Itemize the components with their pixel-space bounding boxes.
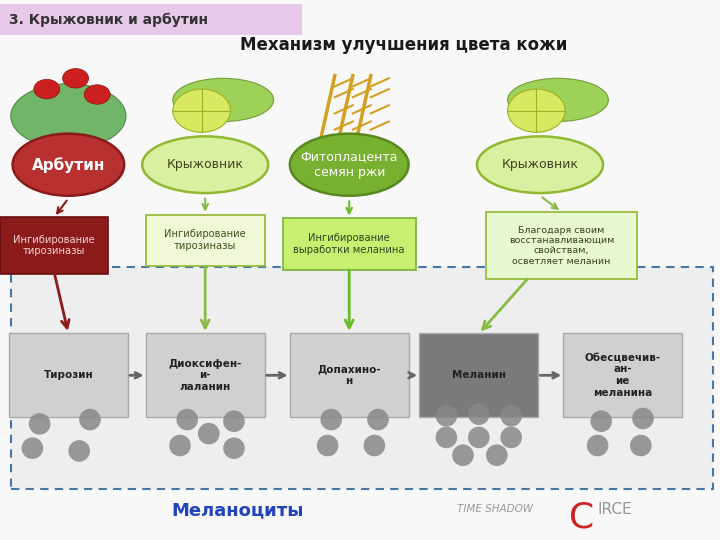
FancyBboxPatch shape — [11, 267, 713, 489]
FancyBboxPatch shape — [282, 218, 416, 269]
Ellipse shape — [29, 413, 50, 435]
Ellipse shape — [486, 444, 508, 466]
FancyBboxPatch shape — [0, 217, 108, 274]
Ellipse shape — [198, 423, 220, 444]
Ellipse shape — [632, 408, 654, 429]
Ellipse shape — [223, 410, 245, 432]
Ellipse shape — [367, 409, 389, 430]
Text: Крыжовник: Крыжовник — [502, 158, 578, 171]
Circle shape — [173, 89, 230, 132]
Ellipse shape — [289, 134, 409, 196]
Text: Диоксифен-
и-
лаланин: Диоксифен- и- лаланин — [168, 359, 242, 392]
FancyBboxPatch shape — [0, 4, 302, 35]
Text: Обесцвечив-
ан-
ие
меланина: Обесцвечив- ан- ие меланина — [585, 353, 661, 397]
Ellipse shape — [436, 427, 457, 448]
Ellipse shape — [223, 437, 245, 459]
Ellipse shape — [142, 137, 268, 193]
FancyBboxPatch shape — [145, 214, 265, 266]
Ellipse shape — [436, 405, 457, 427]
Ellipse shape — [320, 409, 342, 430]
Ellipse shape — [452, 444, 474, 466]
Text: IRCE: IRCE — [598, 502, 632, 517]
Ellipse shape — [317, 435, 338, 456]
Ellipse shape — [500, 427, 522, 448]
Ellipse shape — [68, 440, 90, 462]
Text: C: C — [569, 501, 594, 534]
Ellipse shape — [630, 435, 652, 456]
Text: Тирозин: Тирозин — [43, 370, 94, 380]
Text: Меланин: Меланин — [452, 370, 505, 380]
Ellipse shape — [587, 435, 608, 456]
Ellipse shape — [468, 403, 490, 425]
Text: Фитоплацента
семян ржи: Фитоплацента семян ржи — [300, 151, 398, 179]
Ellipse shape — [590, 410, 612, 432]
Ellipse shape — [176, 409, 198, 430]
Circle shape — [63, 69, 89, 88]
FancyBboxPatch shape — [9, 333, 128, 417]
Ellipse shape — [173, 78, 274, 122]
FancyBboxPatch shape — [145, 333, 265, 417]
FancyBboxPatch shape — [289, 333, 409, 417]
Text: Арбутин: Арбутин — [32, 157, 105, 173]
Text: Крыжовник: Крыжовник — [167, 158, 243, 171]
Text: Ингибирование
тирозиназы: Ингибирование тирозиназы — [164, 230, 246, 251]
Ellipse shape — [468, 427, 490, 448]
FancyBboxPatch shape — [419, 333, 539, 417]
Ellipse shape — [364, 435, 385, 456]
Text: Ингибирование
тирозиназы: Ингибирование тирозиназы — [13, 235, 95, 256]
Circle shape — [84, 85, 110, 104]
Text: 3. Крыжовник и арбутин: 3. Крыжовник и арбутин — [9, 12, 207, 26]
Ellipse shape — [11, 84, 126, 148]
Circle shape — [34, 79, 60, 99]
Ellipse shape — [508, 78, 608, 122]
Circle shape — [508, 89, 565, 132]
Ellipse shape — [13, 134, 125, 196]
Text: Допахино-
н: Допахино- н — [318, 364, 381, 386]
Text: Ингибирование
выработки меланина: Ингибирование выработки меланина — [294, 233, 405, 255]
Ellipse shape — [22, 437, 43, 459]
Ellipse shape — [500, 405, 522, 427]
Ellipse shape — [79, 409, 101, 430]
Text: Механизм улучшения цвета кожи: Механизм улучшения цвета кожи — [240, 36, 567, 55]
FancyBboxPatch shape — [486, 212, 637, 280]
Text: Меланоциты: Меланоциты — [171, 501, 304, 519]
FancyBboxPatch shape — [563, 333, 683, 417]
Ellipse shape — [169, 435, 191, 456]
Text: Благодаря своим
восстанавливающим
свойствам,
осветляет меланин: Благодаря своим восстанавливающим свойст… — [509, 226, 614, 266]
Ellipse shape — [477, 137, 603, 193]
Text: TIME SHADOW: TIME SHADOW — [457, 504, 534, 514]
